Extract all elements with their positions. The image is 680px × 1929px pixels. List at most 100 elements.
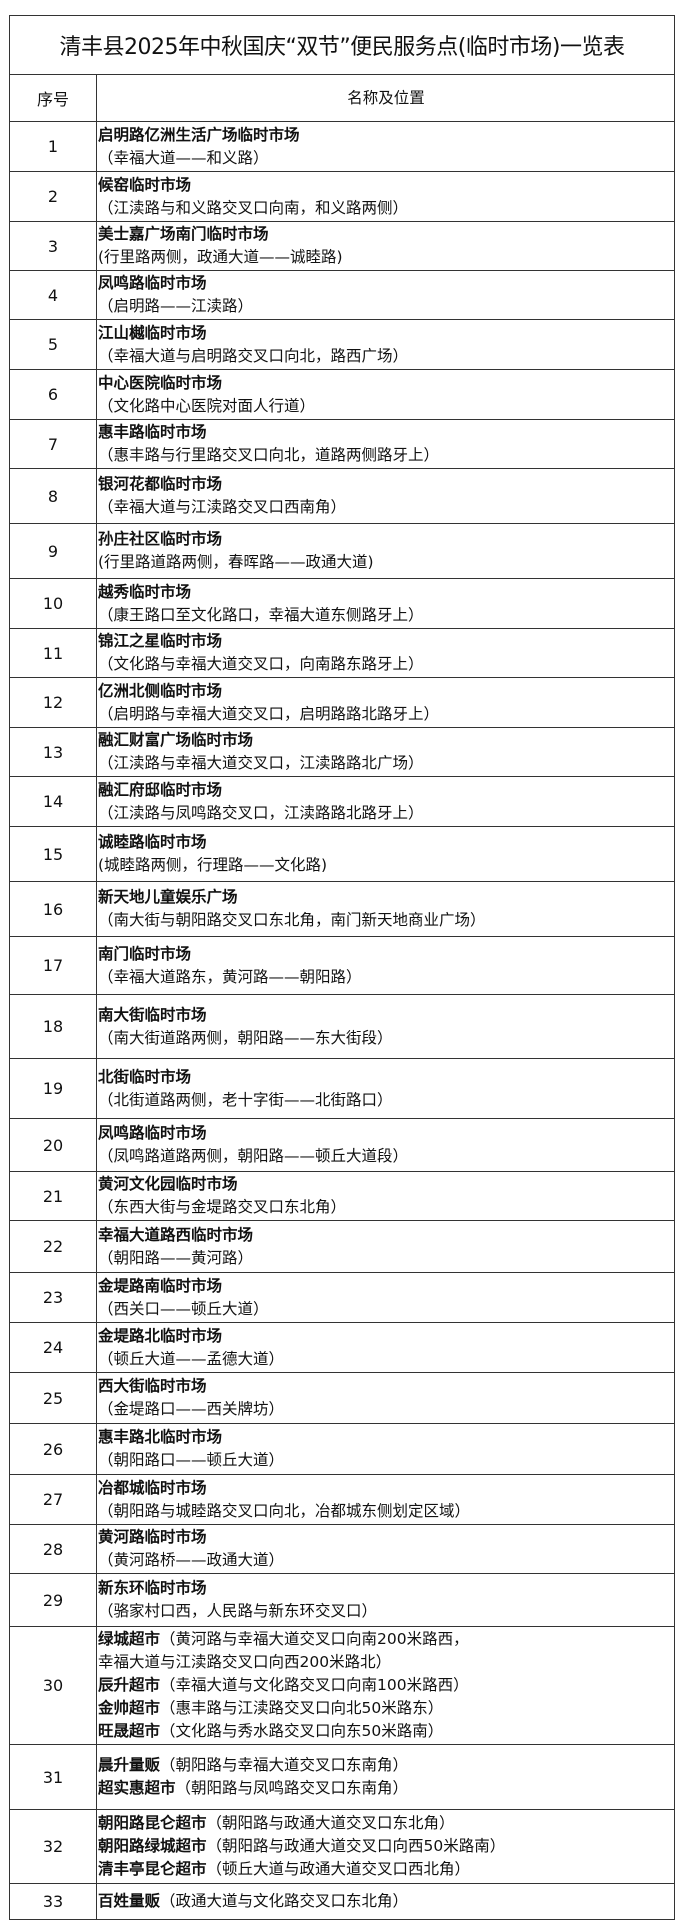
entry-line: 金帅超市（惠丰路与江渎路交叉口向北50米路东） bbox=[98, 1697, 674, 1720]
place-location: （政通大道与文化路交叉口东北角） bbox=[160, 1892, 409, 1910]
place-location: （启明路——江渎路） bbox=[98, 297, 254, 315]
place-name: 惠丰路北临时市场 bbox=[98, 1428, 223, 1446]
place-location: （朝阳路口——顿丘大道） bbox=[98, 1451, 285, 1469]
table-row: 15 诚睦路临时市场 (城睦路两侧，行理路——文化路) bbox=[10, 827, 674, 882]
entry-line: （江渎路与凤鸣路交叉口，江渎路路北路牙上） bbox=[98, 802, 674, 825]
entry-line: （黄河路桥——政通大道） bbox=[98, 1549, 674, 1572]
place-name: 新天地儿童娱乐广场 bbox=[98, 888, 238, 906]
entry-line: 黄河路临时市场 bbox=[98, 1526, 674, 1549]
entry-line: 凤鸣路临时市场 bbox=[98, 272, 674, 295]
place-name: 南门临时市场 bbox=[98, 944, 192, 963]
name-location-cell: 金堤路南临时市场 （西关口——顿丘大道） bbox=[97, 1273, 674, 1322]
name-location-cell: 幸福大道路西临时市场 （朝阳路——黄河路） bbox=[97, 1221, 674, 1272]
name-location-cell: 晨升量贩（朝阳路与幸福大道交叉口东南角） 超实惠超市（朝阳路与凤鸣路交叉口东南角） bbox=[97, 1745, 674, 1809]
row-number: 17 bbox=[10, 937, 97, 994]
entry-line: 融汇府邸临时市场 bbox=[98, 779, 674, 802]
place-location: （北街道路两侧，老十字街——北街路口） bbox=[98, 1090, 393, 1109]
table-row: 26 惠丰路北临时市场 （朝阳路口——顿丘大道） bbox=[10, 1424, 674, 1475]
entry-line: （启明路与幸福大道交叉口，启明路路北路牙上） bbox=[98, 703, 674, 726]
place-location: （文化路中心医院对面人行道） bbox=[98, 396, 316, 415]
name-location-cell: 凤鸣路临时市场 （凤鸣路道路两侧，朝阳路——顿丘大道段） bbox=[97, 1119, 674, 1171]
entry-line: 诚睦路临时市场 bbox=[98, 831, 674, 854]
row-number: 26 bbox=[10, 1424, 97, 1474]
table-row: 12 亿洲北侧临时市场 （启明路与幸福大道交叉口，启明路路北路牙上） bbox=[10, 678, 674, 728]
place-location: （朝阳路与幸福大道交叉口东南角） bbox=[160, 1756, 409, 1774]
entry-line: 旺晟超市（文化路与秀水路交叉口向东50米路南） bbox=[98, 1720, 674, 1743]
place-location: （朝阳路与政通大道交叉口向西50米路南） bbox=[206, 1837, 506, 1855]
entry-line: 中心医院临时市场 bbox=[98, 372, 674, 395]
entry-line: 南门临时市场 bbox=[98, 943, 674, 966]
row-number: 1 bbox=[10, 122, 97, 171]
entry-line: 清丰亭昆仑超市（顿丘大道与政通大道交叉口西北角） bbox=[98, 1858, 674, 1881]
place-location: (行里路道路两侧，春晖路——政通大道) bbox=[98, 553, 374, 571]
entry-line: （骆家村口西，人民路与新东环交叉口） bbox=[98, 1600, 674, 1623]
row-number: 3 bbox=[10, 222, 97, 270]
table-row: 32 朝阳路昆仑超市（朝阳路与政通大道交叉口东北角） 朝阳路绿城超市（朝阳路与政通大… bbox=[10, 1810, 674, 1884]
table-row: 7 惠丰路临时市场 （惠丰路与行里路交叉口向北，道路两侧路牙上） bbox=[10, 420, 674, 469]
entry-line: (城睦路两侧，行理路——文化路) bbox=[98, 854, 674, 877]
entry-line: 百姓量贩（政通大道与文化路交叉口东北角） bbox=[98, 1890, 674, 1913]
name-location-cell: 启明路亿洲生活广场临时市场 （幸福大道——和义路） bbox=[97, 122, 674, 171]
table-row: 19 北街临时市场 （北街道路两侧，老十字街——北街路口） bbox=[10, 1059, 674, 1119]
entry-line: （南大街道路两侧，朝阳路——东大街段） bbox=[98, 1027, 674, 1050]
place-name: 金帅超市 bbox=[98, 1699, 161, 1717]
entry-line: 亿洲北侧临时市场 bbox=[98, 680, 674, 703]
name-location-cell: 凤鸣路临时市场 （启明路——江渎路） bbox=[97, 271, 674, 319]
entry-line: （朝阳路与城睦路交叉口向北，冶都城东侧划定区域） bbox=[98, 1500, 674, 1523]
table-row: 4 凤鸣路临时市场 （启明路——江渎路） bbox=[10, 271, 674, 320]
entry-line: 银河花都临时市场 bbox=[98, 473, 674, 496]
entry-line: 候窑临时市场 bbox=[98, 174, 674, 197]
entry-line: （朝阳路——黄河路） bbox=[98, 1247, 674, 1270]
table-row: 30 绿城超市（黄河路与幸福大道交叉口向南200米路西， 幸福大道与江渎路交叉口向… bbox=[10, 1627, 674, 1745]
row-number: 11 bbox=[10, 629, 97, 677]
table-row: 31 晨升量贩（朝阳路与幸福大道交叉口东南角） 超实惠超市（朝阳路与凤鸣路交叉口东南… bbox=[10, 1745, 674, 1810]
place-location: （南大街与朝阳路交叉口东北角，南门新天地商业广场） bbox=[98, 911, 486, 929]
entry-line: 冶都城临时市场 bbox=[98, 1477, 674, 1500]
place-location: （文化路与幸福大道交叉口，向南路东路牙上） bbox=[98, 655, 424, 673]
place-location: （惠丰路与行里路交叉口向北，道路两侧路牙上） bbox=[98, 446, 440, 464]
row-number: 21 bbox=[10, 1172, 97, 1220]
entry-line: （顿丘大道——孟德大道） bbox=[98, 1348, 674, 1371]
place-name: 朝阳路昆仑超市 bbox=[98, 1814, 207, 1832]
place-location: （江渎路与凤鸣路交叉口，江渎路路北路牙上） bbox=[98, 803, 424, 822]
name-location-cell: 越秀临时市场 （康王路口至文化路口，幸福大道东侧路牙上） bbox=[97, 579, 674, 628]
place-location: 幸福大道与江渎路交叉口向西200米路北） bbox=[98, 1653, 392, 1671]
name-location-cell: 北街临时市场 （北街道路两侧，老十字街——北街路口） bbox=[97, 1059, 674, 1118]
header-no: 序号 bbox=[10, 75, 97, 121]
table-row: 21 黄河文化园临时市场 （东西大街与金堤路交叉口东北角） bbox=[10, 1172, 674, 1221]
row-number: 2 bbox=[10, 172, 97, 221]
row-number: 9 bbox=[10, 524, 97, 578]
place-location: （幸福大道与江渎路交叉口西南角） bbox=[98, 498, 347, 516]
table-row: 22 幸福大道路西临时市场 （朝阳路——黄河路） bbox=[10, 1221, 674, 1273]
place-name: 候窑临时市场 bbox=[98, 175, 192, 194]
place-location: （朝阳路与政通大道交叉口东北角） bbox=[206, 1814, 455, 1832]
table-row: 18 南大街临时市场 （南大街道路两侧，朝阳路——东大街段） bbox=[10, 995, 674, 1059]
entry-line: （金堤路口——西关牌坊） bbox=[98, 1398, 674, 1421]
row-number: 30 bbox=[10, 1627, 97, 1744]
row-number: 18 bbox=[10, 995, 97, 1058]
name-location-cell: 南门临时市场 （幸福大道路东，黄河路——朝阳路） bbox=[97, 937, 674, 994]
entry-line: 惠丰路临时市场 bbox=[98, 421, 674, 444]
place-name: 清丰亭昆仑超市 bbox=[98, 1860, 207, 1878]
place-name: 黄河文化园临时市场 bbox=[98, 1175, 238, 1193]
entry-line: 朝阳路绿城超市（朝阳路与政通大道交叉口向西50米路南） bbox=[98, 1835, 674, 1858]
place-location: （幸福大道路东，黄河路——朝阳路） bbox=[98, 967, 362, 986]
table-row: 9 孙庄社区临时市场 (行里路道路两侧，春晖路——政通大道) bbox=[10, 524, 674, 579]
name-location-cell: 百姓量贩（政通大道与文化路交叉口东北角） bbox=[97, 1884, 674, 1919]
place-name: 孙庄社区临时市场 bbox=[98, 530, 223, 548]
place-location: （黄河路桥——政通大道） bbox=[98, 1551, 285, 1569]
table-row: 13 融汇财富广场临时市场 （江渎路与幸福大道交叉口，江渎路路北广场） bbox=[10, 728, 674, 777]
row-number: 23 bbox=[10, 1273, 97, 1322]
entry-line: 绿城超市（黄河路与幸福大道交叉口向南200米路西， bbox=[98, 1628, 674, 1651]
place-location: （朝阳路与凤鸣路交叉口东南角） bbox=[175, 1779, 409, 1797]
place-name: 金堤路北临时市场 bbox=[98, 1326, 223, 1345]
table-row: 3 美士嘉广场南门临时市场 (行里路两侧，政通大道——诚睦路) bbox=[10, 222, 674, 271]
place-location: (行里路两侧，政通大道——诚睦路) bbox=[98, 248, 343, 266]
name-location-cell: 新东环临时市场 （骆家村口西，人民路与新东环交叉口） bbox=[97, 1574, 674, 1626]
name-location-cell: 金堤路北临时市场 （顿丘大道——孟德大道） bbox=[97, 1323, 674, 1372]
place-name: 旺晟超市 bbox=[98, 1722, 161, 1740]
place-location: （幸福大道——和义路） bbox=[98, 148, 269, 167]
entry-line: （幸福大道与启明路交叉口向北，路西广场） bbox=[98, 345, 674, 368]
place-name: 越秀临时市场 bbox=[98, 582, 192, 601]
row-number: 33 bbox=[10, 1884, 97, 1919]
